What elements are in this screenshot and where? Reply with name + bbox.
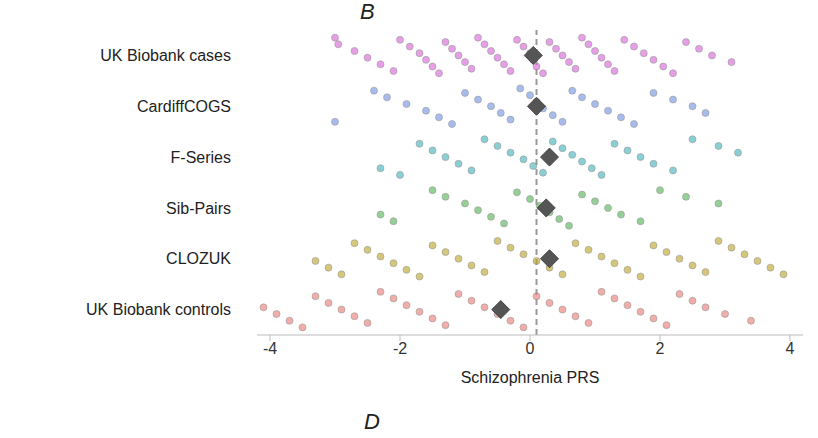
svg-text:Schizophrenia PRS: Schizophrenia PRS — [461, 369, 600, 386]
svg-text:CardiffCOGS: CardiffCOGS — [137, 98, 231, 115]
svg-text:UK Biobank controls: UK Biobank controls — [86, 301, 231, 318]
svg-text:Sib-Pairs: Sib-Pairs — [166, 200, 231, 217]
svg-text:UK Biobank cases: UK Biobank cases — [100, 47, 231, 64]
svg-text:F-Series: F-Series — [171, 149, 231, 166]
html-text:B: B — [360, 0, 375, 24]
svg-text:0: 0 — [526, 340, 535, 357]
svg-text:-2: -2 — [393, 340, 407, 357]
svg-text:CLOZUK: CLOZUK — [166, 250, 231, 267]
svg-text:2: 2 — [656, 340, 665, 357]
svg-text:4: 4 — [786, 340, 795, 357]
html-text:D: D — [364, 409, 380, 434]
svg-text:-4: -4 — [263, 340, 277, 357]
